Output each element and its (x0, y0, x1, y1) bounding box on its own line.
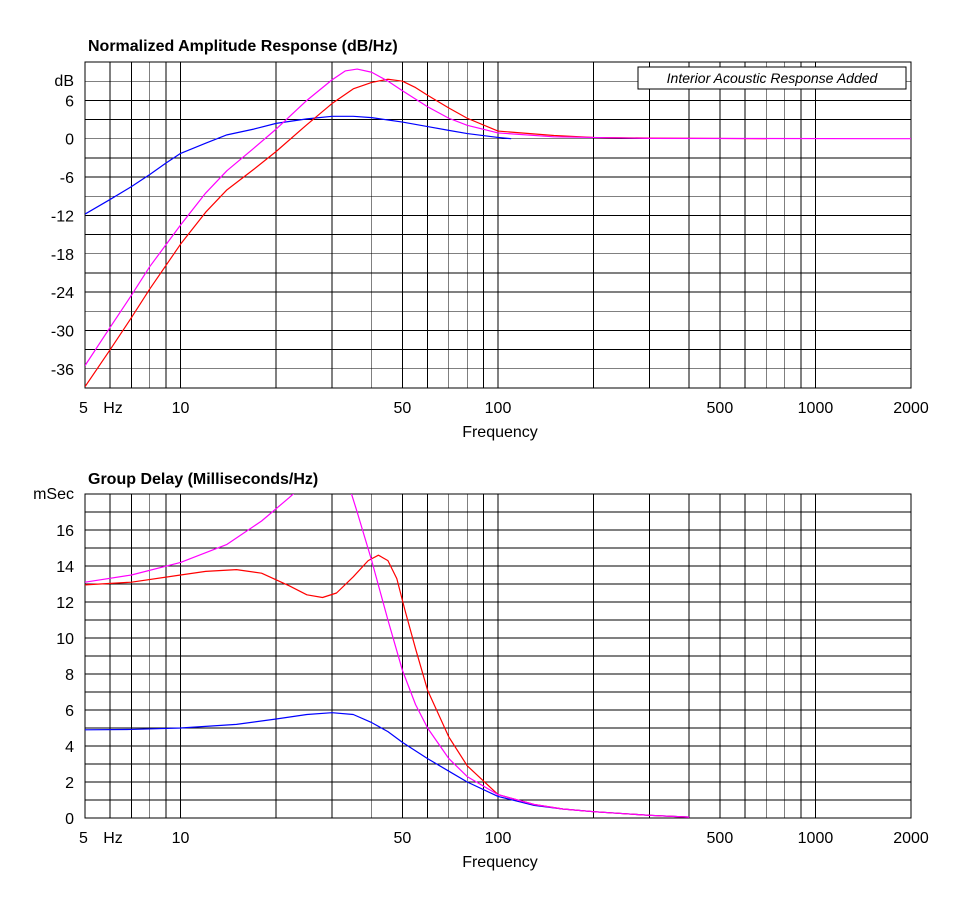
y-axis-label: dB (54, 73, 74, 90)
series-line-3 (85, 494, 295, 583)
chart-title: Normalized Amplitude Response (dB/Hz) (88, 38, 398, 55)
x-tick-label: 100 (485, 400, 512, 417)
x-tick-label: 50 (394, 400, 412, 417)
y-tick-label: 14 (56, 559, 74, 576)
series-line-3 (85, 68, 911, 366)
y-tick-label: -12 (51, 208, 74, 225)
x-tick-label: 10 (172, 400, 190, 417)
x-tick-label: 100 (485, 830, 512, 847)
x-tick-label: 500 (707, 400, 734, 417)
y-tick-label: 10 (56, 631, 74, 648)
x-tick-label: 2000 (893, 400, 929, 417)
x-tick-label: 2000 (893, 830, 929, 847)
y-axis-label: mSec (33, 486, 74, 503)
y-tick-label: 0 (65, 811, 74, 828)
x-tick-label: 1000 (798, 400, 834, 417)
x-tick-label: 5 (79, 400, 88, 417)
x-tick-label: 1000 (798, 830, 834, 847)
y-tick-label: 16 (56, 523, 74, 540)
series-line-2 (85, 78, 767, 388)
y-tick-label: 12 (56, 595, 74, 612)
y-tick-label: 6 (65, 703, 74, 720)
series-line-4 (350, 494, 690, 818)
y-tick-label: -6 (60, 170, 74, 187)
y-tick-label: -24 (51, 285, 74, 302)
y-tick-label: 6 (65, 93, 74, 110)
y-tick-label: 0 (65, 132, 74, 149)
annotation-box (637, 66, 907, 90)
x-tick-label: 5 (79, 830, 88, 847)
chart-title: Group Delay (Milliseconds/Hz) (88, 471, 318, 488)
y-tick-label: -18 (51, 247, 74, 264)
chart-2: Group Delay (Milliseconds/Hz) 16 14 12 10 8 6 4… (33, 471, 929, 871)
x-tick-label: 50 (394, 830, 412, 847)
x-unit-label: Hz (103, 830, 123, 847)
chart-1: Normalized Amplitude Response (dB/Hz) 6 0 -… (51, 38, 929, 441)
series-line-1 (85, 115, 512, 215)
x-axis-label: Frequency (462, 424, 538, 441)
x-unit-label: Hz (103, 400, 123, 417)
x-tick-label: 10 (172, 830, 190, 847)
x-tick-label: 500 (707, 830, 734, 847)
y-tick-label: 2 (65, 775, 74, 792)
annotation-text: Interior Acoustic Response Added (667, 70, 879, 86)
y-tick-label: 8 (65, 667, 74, 684)
y-tick-label: 4 (65, 739, 74, 756)
y-tick-label: -30 (51, 323, 74, 340)
y-tick-label: -36 (51, 362, 74, 379)
x-axis-label: Frequency (462, 854, 538, 871)
